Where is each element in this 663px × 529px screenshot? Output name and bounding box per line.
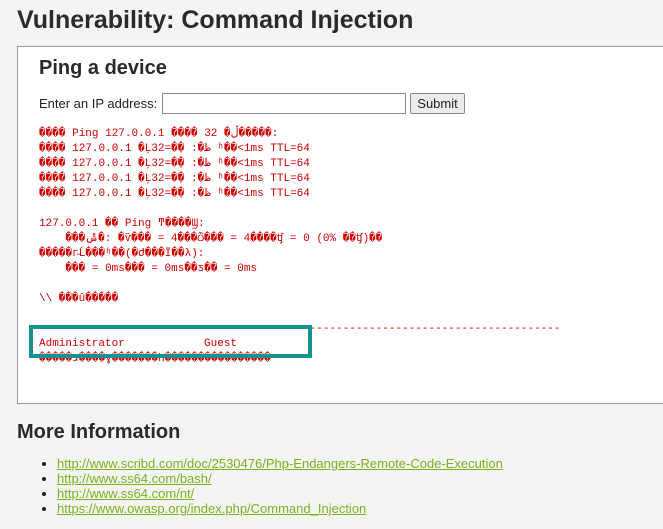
output-line: ���ݰ�: �ѷ��� = 4���ѽ��� = 4����ʧ = 0 (0%… bbox=[39, 233, 383, 245]
highlight-box bbox=[29, 325, 312, 358]
command-output: ���� Ping 127.0.0.1 ���� 32 �ֽڵ�����: ��… bbox=[39, 127, 561, 367]
ping-form: Enter an IP address: Submit bbox=[39, 93, 465, 114]
ss64-bash-link[interactable]: http://www.ss64.com/bash/ bbox=[57, 471, 212, 486]
ping-heading: Ping a device bbox=[39, 57, 167, 79]
list-item: https://www.owasp.org/index.php/Command_… bbox=[57, 501, 503, 516]
ip-label: Enter an IP address: bbox=[39, 96, 158, 111]
output-line: 127.0.0.1 �� Ping ͳ����Ϣ: bbox=[39, 218, 205, 230]
user-accounts-line: Administrator Guest bbox=[39, 338, 238, 350]
ping-panel: Ping a device Enter an IP address: Submi… bbox=[17, 46, 663, 404]
scribd-link[interactable]: http://www.scribd.com/doc/2530476/Php-En… bbox=[57, 456, 503, 471]
list-item: http://www.ss64.com/nt/ bbox=[57, 486, 503, 501]
owasp-link[interactable]: https://www.owasp.org/index.php/Command_… bbox=[57, 501, 367, 516]
ss64-nt-link[interactable]: http://www.ss64.com/nt/ bbox=[57, 486, 195, 501]
output-line: ���� 127.0.0.1 �Ļظ�: �ֽ�=32 ʱ��<1ms TTL=… bbox=[39, 188, 310, 200]
more-info-heading: More Information bbox=[17, 421, 181, 443]
page-title: Vulnerability: Command Injection bbox=[17, 6, 414, 34]
output-line: ���� 127.0.0.1 �Ļظ�: �ֽ�=32 ʱ��<1ms TTL=… bbox=[39, 158, 310, 170]
output-line: ���� Ping 127.0.0.1 ���� 32 �ֽڵ�����: bbox=[39, 128, 279, 140]
submit-button[interactable]: Submit bbox=[410, 93, 465, 114]
output-line: \\ ���û����� bbox=[39, 293, 119, 305]
ip-address-input[interactable] bbox=[162, 93, 407, 114]
output-line: ���� 127.0.0.1 �Ļظ�: �ֽ�=32 ʱ��<1ms TTL=… bbox=[39, 173, 310, 185]
output-line: ���� 127.0.0.1 �Ļظ�: �ֽ�=32 ʱ��<1ms TTL=… bbox=[39, 143, 310, 155]
list-item: http://www.ss64.com/bash/ bbox=[57, 471, 503, 486]
output-line: ��� = 0ms��� = 0ms��ƽ�� = 0ms bbox=[39, 263, 258, 275]
output-line: �����г̵Ĺ���ʱ��(�Ժ���Ϊ��λ): bbox=[39, 248, 205, 260]
list-item: http://www.scribd.com/doc/2530476/Php-En… bbox=[57, 456, 503, 471]
more-info-list: http://www.scribd.com/doc/2530476/Php-En… bbox=[37, 456, 503, 516]
